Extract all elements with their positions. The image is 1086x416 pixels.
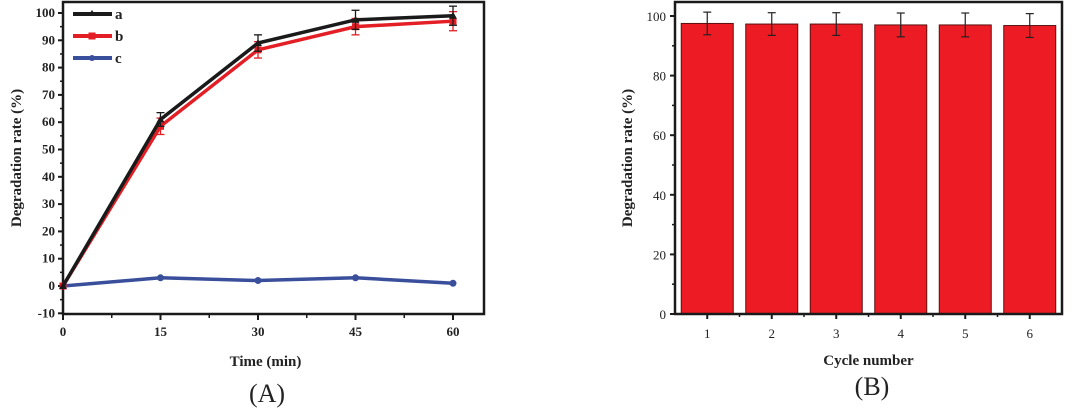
legend-label-a: a [115,7,123,23]
y-tick-label: 60 [42,114,55,129]
x-tick-label: 4 [898,326,905,341]
legend-marker [88,32,96,40]
marker-triangle [254,39,262,47]
legend-label-c: c [115,51,122,67]
y-tick-label: 80 [42,60,55,75]
y-tick-label: 0 [49,278,56,293]
marker-circle [449,279,457,287]
bar-2 [745,23,799,315]
x-tick-label: 30 [252,324,265,339]
marker-triangle [449,11,457,19]
bar-3 [809,23,863,315]
y-axis-label: Degradation rate (%) [620,89,636,227]
x-tick-label: 1 [704,326,711,341]
plot-frame [673,0,1064,316]
bar-1 [680,22,734,315]
y-tick-label: 20 [653,247,666,262]
y-tick-label: 50 [42,142,55,157]
y-tick-label: 30 [42,196,55,211]
y-tick-label: 10 [42,251,55,266]
x-tick-label: 5 [962,326,969,341]
y-tick-label: 20 [42,223,55,238]
marker-circle [254,277,262,285]
y-tick-label: 70 [42,87,55,102]
x-axis-label: Cycle number [823,353,914,369]
x-tick-label: 2 [769,326,776,341]
x-tick-label: 60 [447,324,460,339]
bar-5 [938,24,992,315]
x-tick-label: 45 [349,324,363,339]
y-tick-label: -10 [38,305,55,320]
y-axis-label: Degradation rate (%) [9,89,25,227]
legend-label-b: b [115,29,123,45]
x-tick-label: 0 [60,324,67,339]
y-tick-label: 0 [660,307,667,322]
marker-circle [157,274,164,282]
marker-triangle [59,282,67,289]
panel-label: (A) [249,379,285,408]
x-axis-label: Time (min) [230,354,302,370]
x-tick-label: 3 [833,326,840,341]
bar-4 [874,24,928,315]
y-tick-label: 100 [647,9,667,24]
legend-marker [88,10,96,16]
legend-marker [89,55,95,61]
y-tick-label: 100 [36,5,56,20]
panel-label: (B) [855,372,890,401]
y-tick-label: 90 [42,32,55,47]
marker-circle [352,274,359,282]
y-tick-label: 80 [653,69,666,84]
marker-triangle [351,15,360,23]
y-tick-label: 60 [653,128,666,143]
bar-6 [1003,25,1057,315]
y-tick-label: 40 [42,169,55,184]
y-tick-label: 40 [653,188,666,203]
plot-frame [61,0,486,316]
chart-a-line-plot: -10 0 10 20 30 40 50 60 70 80 90 100 0 15 30 45 60 Time (… [9,0,486,408]
marker-triangle [156,115,165,123]
x-tick-label: 15 [154,324,168,339]
x-tick-label: 6 [1027,326,1034,341]
